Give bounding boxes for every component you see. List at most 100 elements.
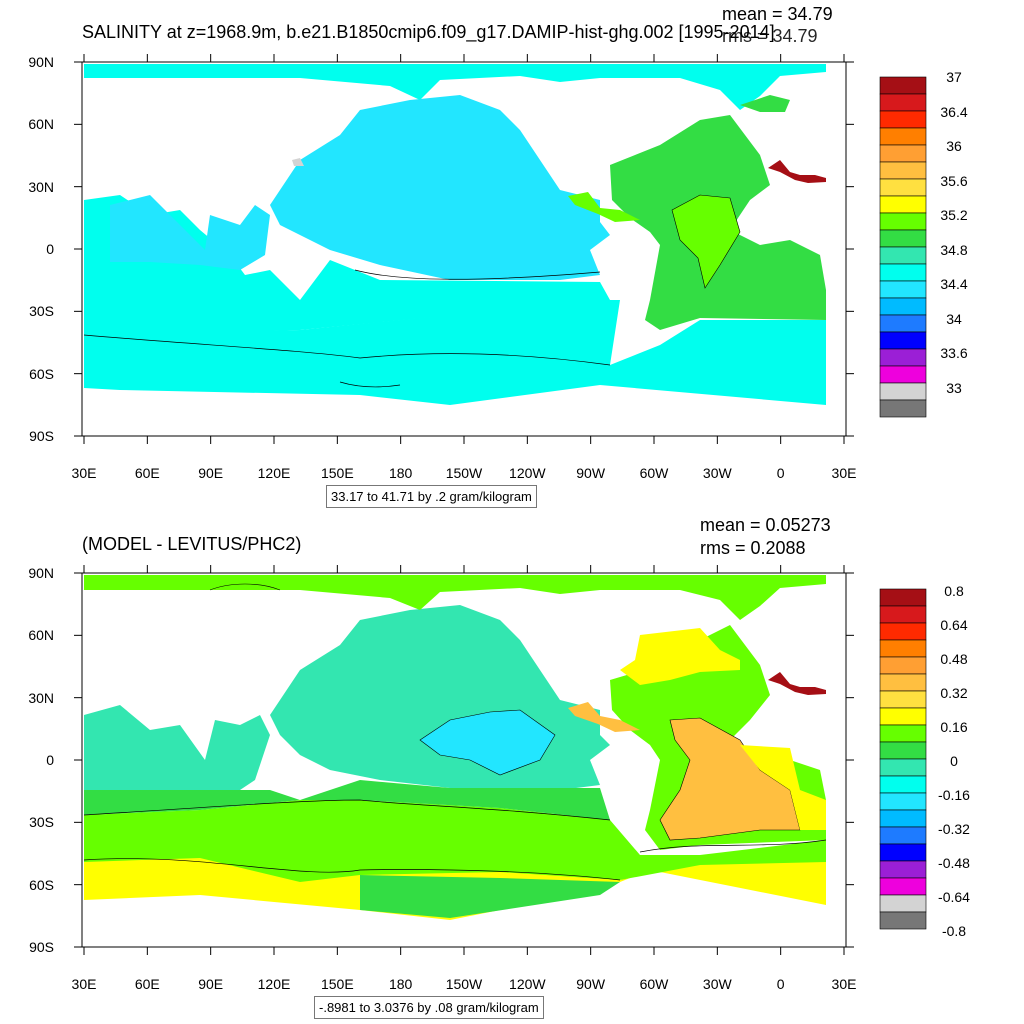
top-lon-label: 120W bbox=[509, 465, 546, 481]
bottom-lon-label: 180 bbox=[388, 976, 413, 992]
bottom-indian-south-green bbox=[84, 790, 300, 815]
bottom-colorbar-label: -0.8 bbox=[941, 923, 967, 939]
colorbar-box bbox=[879, 110, 927, 129]
bottom-contour-2 bbox=[83, 858, 621, 881]
bottom-indian-ocean bbox=[84, 705, 270, 790]
top-gulf-of-mexico bbox=[568, 192, 640, 222]
bottom-lat-label: 60N bbox=[28, 627, 54, 644]
colorbar-box bbox=[879, 297, 927, 316]
top-colorbar-label: 35.2 bbox=[940, 207, 968, 223]
top-lat-label: 30S bbox=[29, 303, 54, 320]
bottom-lon-label: 0 bbox=[776, 976, 785, 992]
top-lon-label: 150E bbox=[320, 465, 354, 481]
top-lon-label: 30E bbox=[831, 465, 857, 481]
bottom-lat-label: 0 bbox=[46, 752, 54, 768]
top-lat-label: 60S bbox=[29, 365, 54, 382]
bottom-colorbar-label: 0.32 bbox=[940, 685, 968, 701]
bottom-range-box: -.8981 to 3.0376 by .08 gram/kilogram bbox=[314, 996, 544, 1019]
top-colorbar-label: 36.4 bbox=[940, 103, 968, 120]
top-lon-label: 150W bbox=[445, 465, 483, 481]
top-panel-rms: rms = 34.79 bbox=[722, 26, 818, 46]
bottom-colorbar-label: 0.48 bbox=[940, 651, 968, 667]
bottom-southern-green-band bbox=[84, 800, 826, 882]
bottom-colorbar bbox=[879, 588, 927, 930]
top-indian-ocean-north bbox=[110, 195, 270, 270]
top-lat-label: 0 bbox=[46, 241, 54, 257]
colorbar-box bbox=[879, 93, 927, 112]
bottom-lon-label: 120E bbox=[257, 976, 291, 992]
top-southern-ocean bbox=[84, 300, 826, 405]
top-colorbar-label: 37 bbox=[946, 69, 962, 85]
colorbar-box bbox=[879, 399, 927, 418]
colorbar-box bbox=[879, 843, 927, 862]
colorbar-box bbox=[879, 314, 927, 333]
bottom-southern-green-lower bbox=[360, 875, 620, 918]
colorbar-box bbox=[879, 741, 927, 760]
bottom-lat-label: 60S bbox=[29, 876, 54, 893]
top-lat-label: 60N bbox=[28, 116, 54, 133]
bottom-lat-label: 90S bbox=[29, 939, 54, 955]
bottom-panel-rms: rms = 0.2088 bbox=[700, 538, 806, 558]
bottom-atlantic-yellow-north bbox=[620, 628, 740, 685]
colorbar-box bbox=[879, 911, 927, 930]
colorbar-box bbox=[879, 894, 927, 913]
colorbar-box bbox=[879, 707, 927, 726]
top-colorbar-label: 36 bbox=[946, 138, 962, 154]
bottom-map bbox=[74, 565, 854, 955]
bottom-lon-label: 30W bbox=[702, 976, 732, 992]
top-lon-label: 60E bbox=[134, 465, 160, 481]
colorbar-box bbox=[879, 877, 927, 896]
colorbar-box bbox=[879, 280, 927, 299]
top-lon-label: 30E bbox=[71, 465, 97, 481]
bottom-lat-label: 90N bbox=[28, 565, 54, 581]
colorbar-box bbox=[879, 690, 927, 709]
top-colorbar-label: 35.6 bbox=[940, 172, 968, 189]
bottom-colorbar-label: -0.48 bbox=[938, 855, 970, 871]
colorbar-box bbox=[879, 588, 927, 607]
colorbar-box bbox=[879, 826, 927, 845]
colorbar-box bbox=[879, 673, 927, 692]
colorbar-box bbox=[879, 860, 927, 879]
colorbar-box bbox=[879, 348, 927, 367]
top-south-indian-ocean bbox=[84, 195, 610, 338]
colorbar-box bbox=[879, 212, 927, 231]
bottom-lon-label: 150E bbox=[320, 976, 354, 992]
top-colorbar-label: 34.8 bbox=[940, 241, 968, 258]
top-lon-label: 120E bbox=[257, 465, 291, 481]
top-panel-title: SALINITY at z=1968.9m, b.e21.B1850cmip6.… bbox=[82, 22, 775, 42]
top-lon-label: 30W bbox=[702, 465, 732, 481]
top-mid-atlantic-tongue bbox=[671, 194, 741, 289]
colorbar-box bbox=[879, 775, 927, 794]
colorbar-box bbox=[879, 724, 927, 743]
bottom-contour-1 bbox=[83, 799, 611, 821]
top-hudson-bay bbox=[740, 95, 790, 112]
bottom-atlantic-yellow-south bbox=[740, 745, 826, 830]
bottom-colorbar-label: 0.64 bbox=[940, 617, 968, 633]
bottom-colorbar-label: -0.32 bbox=[938, 821, 970, 837]
colorbar-box bbox=[879, 263, 927, 282]
top-mediterranean bbox=[768, 160, 826, 183]
bottom-colorbar-label: 0.8 bbox=[944, 583, 964, 599]
colorbar-box bbox=[879, 331, 927, 350]
colorbar-box bbox=[879, 656, 927, 675]
bottom-lon-label: 60E bbox=[134, 976, 160, 992]
bottom-contour-3 bbox=[639, 839, 827, 853]
top-pacific-ocean bbox=[270, 95, 610, 280]
bottom-lon-label: 90W bbox=[576, 976, 606, 992]
colorbar-box bbox=[879, 639, 927, 658]
top-lon-label: 60W bbox=[639, 465, 669, 481]
top-lon-label: 90E bbox=[198, 465, 224, 481]
top-colorbar-label: 34.4 bbox=[940, 276, 968, 292]
colorbar-box bbox=[879, 161, 927, 180]
top-contour-3 bbox=[354, 269, 601, 280]
colorbar-box bbox=[879, 144, 927, 163]
bottom-lon-label: 90E bbox=[198, 976, 224, 992]
colorbar-box bbox=[879, 622, 927, 641]
top-lat-label: 30N bbox=[28, 178, 54, 195]
bottom-lon-label: 30E bbox=[71, 976, 97, 992]
top-contour-1 bbox=[83, 334, 611, 366]
bottom-lon-label: 60W bbox=[639, 976, 669, 992]
colorbar-box bbox=[879, 382, 927, 401]
bottom-panel-title: (MODEL - LEVITUS/PHC2) bbox=[82, 534, 302, 554]
top-lat-label: 90N bbox=[28, 54, 54, 70]
